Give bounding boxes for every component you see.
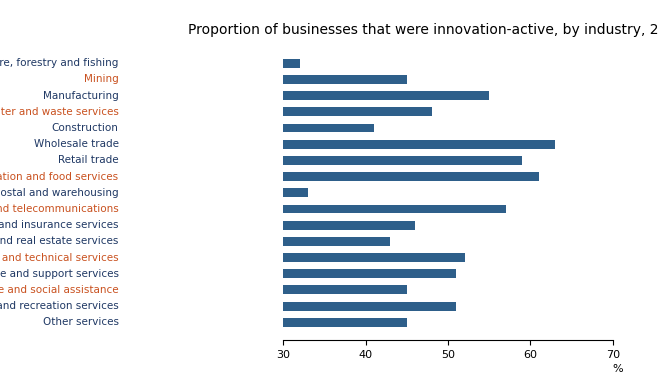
Bar [36, 124, 374, 132]
Bar [36, 172, 539, 181]
Text: Information media and telecommunications: Information media and telecommunications [0, 204, 119, 214]
Text: Wholesale trade: Wholesale trade [34, 139, 119, 149]
Bar [36, 188, 308, 197]
Text: Electricity, gas, water and waste services: Electricity, gas, water and waste servic… [0, 107, 119, 117]
Text: Financial and insurance services: Financial and insurance services [0, 220, 119, 230]
Bar [36, 91, 490, 100]
Bar [36, 140, 556, 149]
Bar [36, 302, 456, 311]
Bar [36, 75, 407, 84]
Title: Proportion of businesses that were innovation-active, by industry, 2013-14: Proportion of businesses that were innov… [188, 23, 659, 37]
Bar [36, 318, 407, 327]
Text: Rental, hiring and real estate services: Rental, hiring and real estate services [0, 236, 119, 246]
Bar [36, 59, 300, 68]
Text: Professional, scientific and technical services: Professional, scientific and technical s… [0, 253, 119, 263]
Text: %: % [613, 364, 623, 374]
Text: Accommodation and food services: Accommodation and food services [0, 172, 119, 181]
Text: Retail trade: Retail trade [58, 155, 119, 166]
Text: Health care and social assistance: Health care and social assistance [0, 285, 119, 295]
Bar [36, 237, 390, 246]
Text: Manufacturing: Manufacturing [43, 91, 119, 101]
Text: Agriculture, forestry and fishing: Agriculture, forestry and fishing [0, 58, 119, 68]
Bar [36, 156, 523, 165]
Bar [36, 221, 415, 229]
Bar [36, 107, 432, 116]
Text: Administrative and support services: Administrative and support services [0, 269, 119, 279]
Text: Arts and recreation services: Arts and recreation services [0, 301, 119, 311]
Bar [36, 269, 456, 278]
Text: Mining: Mining [84, 74, 119, 84]
Bar [36, 204, 506, 214]
Text: Other services: Other services [43, 318, 119, 327]
Bar [36, 285, 407, 294]
Text: Transport, postal and warehousing: Transport, postal and warehousing [0, 188, 119, 198]
Text: Construction: Construction [52, 123, 119, 133]
Bar [36, 253, 465, 262]
